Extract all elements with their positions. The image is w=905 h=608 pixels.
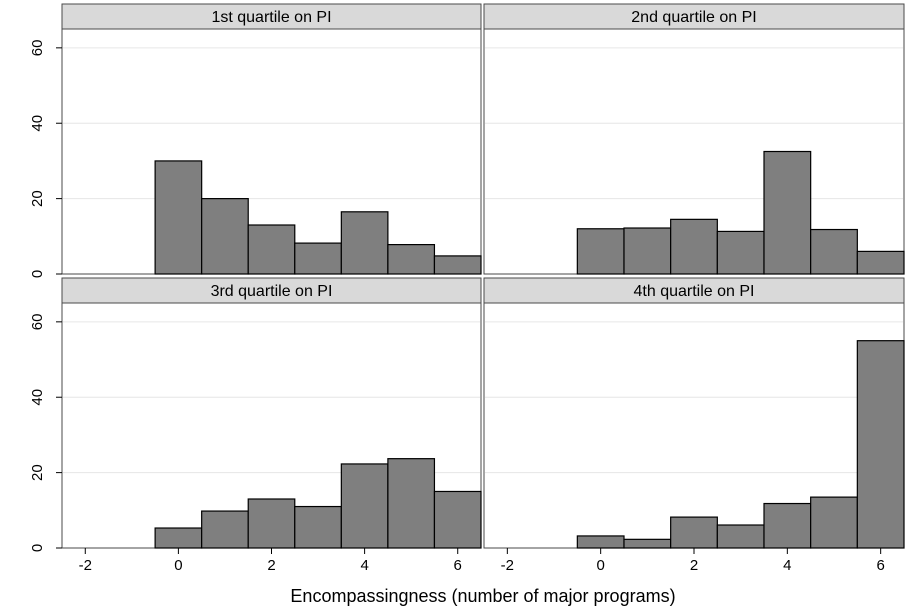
panel-strip xyxy=(483,3,905,30)
histogram-bar xyxy=(810,228,858,275)
histogram-bar xyxy=(201,510,249,549)
histogram-bar xyxy=(294,242,342,275)
panel-title: 3rd quartile on PI xyxy=(211,283,333,300)
histogram-bar xyxy=(154,160,203,275)
histogram-bar xyxy=(433,255,482,275)
histogram-bar xyxy=(623,538,672,549)
histogram-bar xyxy=(201,198,249,275)
panel-strip xyxy=(483,277,905,304)
y-tick-label: 40 xyxy=(29,115,46,132)
histogram-bar xyxy=(576,535,625,549)
histogram-bar xyxy=(294,505,342,549)
x-tick-label: 2 xyxy=(267,557,275,574)
x-tick-label: 6 xyxy=(454,557,462,574)
x-axis: -2 0 2 4 6 xyxy=(501,548,885,574)
histogram-bar xyxy=(716,524,765,549)
histogram-bar xyxy=(623,227,672,275)
panel-title: 2nd quartile on PI xyxy=(631,9,756,26)
histogram-bar xyxy=(763,150,812,275)
y-tick-label: 60 xyxy=(29,314,46,331)
axes-group: 0 20 40 60 0 20 40 60 -2 0 2 4 6 -2 0 2 4 6 xyxy=(29,40,885,574)
histogram-bar xyxy=(856,250,905,275)
x-tick-label: -2 xyxy=(79,557,92,574)
panel-title: 4th quartile on PI xyxy=(634,283,755,300)
histogram-bar xyxy=(154,527,203,549)
y-tick-label: 20 xyxy=(29,190,46,207)
x-axis-title: Encompassingness (number of major progra… xyxy=(290,586,675,606)
y-tick-label: 40 xyxy=(29,389,46,406)
histogram-bar xyxy=(433,490,482,549)
histogram-bar xyxy=(763,502,812,549)
panel-strip xyxy=(61,277,482,304)
histogram-bar xyxy=(340,463,389,549)
x-tick-label: 4 xyxy=(783,557,791,574)
histogram-bar xyxy=(387,244,436,275)
x-tick-label: 2 xyxy=(690,557,698,574)
histogram-bar xyxy=(247,498,296,549)
panels-group: 1st quartile on PI 2nd quartile on PI 3rd … xyxy=(61,3,905,549)
y-axis: 0 20 40 60 xyxy=(29,314,62,552)
x-tick-label: 6 xyxy=(876,557,884,574)
histogram-bar xyxy=(810,496,858,549)
histogram-bar xyxy=(340,211,389,275)
x-axis: -2 0 2 4 6 xyxy=(79,548,462,574)
y-tick-label: 20 xyxy=(29,464,46,481)
histogram-bar xyxy=(387,458,436,549)
histogram-bar xyxy=(576,228,625,275)
x-tick-label: 4 xyxy=(360,557,368,574)
x-tick-label: 0 xyxy=(596,557,604,574)
x-tick-label: 0 xyxy=(174,557,182,574)
y-tick-label: 0 xyxy=(29,270,46,278)
panel-3: 3rd quartile on PI xyxy=(61,277,482,549)
histogram-bar xyxy=(670,218,718,275)
y-tick-label: 60 xyxy=(29,40,46,57)
panel-title: 1st quartile on PI xyxy=(211,9,331,26)
x-tick-label: -2 xyxy=(501,557,514,574)
panel-1: 1st quartile on PI xyxy=(61,3,482,275)
histogram-bar xyxy=(716,230,765,275)
y-tick-label: 0 xyxy=(29,544,46,552)
panel-2: 2nd quartile on PI xyxy=(483,3,905,275)
y-axis: 0 20 40 60 xyxy=(29,40,62,278)
histogram-bar xyxy=(247,224,296,275)
panel-4: 4th quartile on PI xyxy=(483,277,905,549)
panel-strip xyxy=(61,3,482,30)
histogram-bar xyxy=(670,516,718,549)
histogram-bar xyxy=(856,340,905,549)
